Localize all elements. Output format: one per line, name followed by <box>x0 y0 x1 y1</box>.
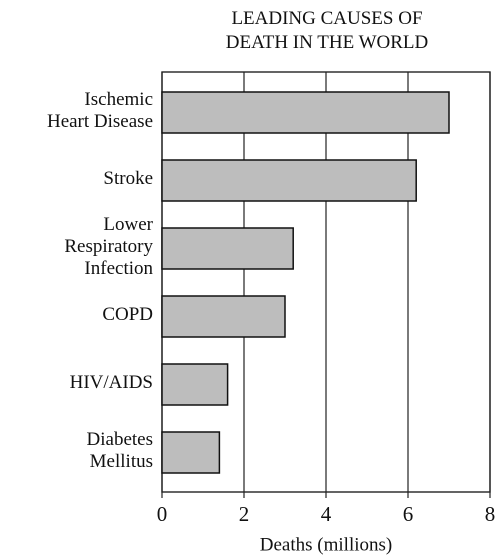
x-axis-label: Deaths (millions) <box>260 534 392 555</box>
x-tick-label: 0 <box>157 502 168 526</box>
y-tick-label: Stroke <box>103 168 153 189</box>
y-tick-label: HIV/AIDS <box>70 372 153 393</box>
x-tick-label: 2 <box>239 502 250 526</box>
x-tick-label: 4 <box>321 502 332 526</box>
chart-title: LEADING CAUSES OF DEATH IN THE WORLD <box>226 8 428 53</box>
y-tick-label: Lower Respiratory Infection <box>64 214 153 279</box>
bar <box>161 363 229 406</box>
bar <box>161 227 294 270</box>
bar <box>161 431 221 474</box>
x-tick-label: 8 <box>485 502 496 526</box>
y-tick-label: COPD <box>102 304 153 325</box>
y-tick-label: Ischemic Heart Disease <box>47 89 153 132</box>
y-tick-label: Diabetes Mellitus <box>87 429 153 472</box>
bar <box>161 91 450 134</box>
bar <box>161 159 417 202</box>
x-tick-label: 6 <box>403 502 414 526</box>
bar <box>161 295 286 338</box>
